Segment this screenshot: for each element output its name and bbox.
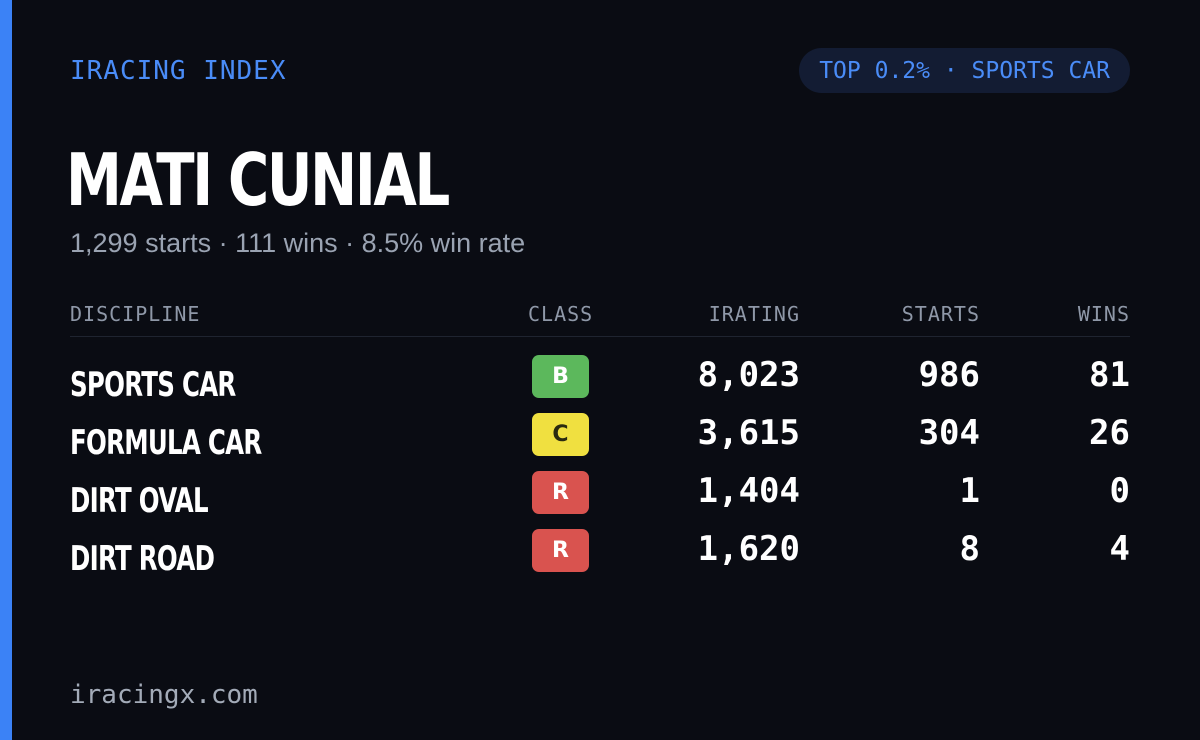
- irating-value: 1,620: [697, 529, 800, 569]
- header-discipline: DISCIPLINE: [70, 302, 201, 326]
- class-badge: R: [532, 471, 589, 514]
- starts-value: 304: [918, 413, 980, 453]
- irating-value: 3,615: [697, 413, 800, 453]
- footer-url: iracingx.com: [70, 680, 258, 710]
- accent-bar: [0, 0, 12, 740]
- irating-value: 1,404: [697, 471, 800, 511]
- table-row: DIRT OVAL R 1,404 1 0: [70, 467, 1130, 525]
- table-row: FORMULA CAR C 3,615 304 26: [70, 409, 1130, 467]
- wins-value: 26: [1089, 413, 1130, 453]
- header-irating: IRATING: [708, 302, 800, 326]
- wins-value: 81: [1089, 355, 1130, 395]
- wins-value: 4: [1109, 529, 1130, 569]
- discipline-name: FORMULA CAR: [70, 423, 262, 463]
- discipline-name: DIRT OVAL: [70, 481, 209, 521]
- table-header: DISCIPLINE CLASS IRATING STARTS WINS: [70, 296, 1130, 337]
- discipline-name: SPORTS CAR: [70, 365, 236, 405]
- table-row: DIRT ROAD R 1,620 8 4: [70, 525, 1130, 583]
- irating-value: 8,023: [697, 355, 800, 395]
- header-wins: WINS: [1077, 302, 1130, 326]
- driver-name: MATI CUNIAL: [66, 138, 450, 222]
- wins-value: 0: [1109, 471, 1130, 511]
- class-badge: B: [532, 355, 589, 398]
- table-body: SPORTS CAR B 8,023 986 81 FORMULA CAR C …: [70, 337, 1130, 583]
- class-badge: R: [532, 529, 589, 572]
- driver-summary: 1,299 starts · 111 wins · 8.5% win rate: [70, 228, 526, 258]
- rank-badge: TOP 0.2% · SPORTS CAR: [799, 48, 1130, 93]
- brand-label: IRACING INDEX: [70, 56, 287, 86]
- starts-value: 1: [959, 471, 980, 511]
- class-badge: C: [532, 413, 589, 456]
- starts-value: 986: [918, 355, 980, 395]
- header-starts: STARTS: [901, 302, 980, 326]
- starts-value: 8: [959, 529, 980, 569]
- header-class: CLASS: [528, 302, 594, 326]
- table-row: SPORTS CAR B 8,023 986 81: [70, 351, 1130, 409]
- discipline-name: DIRT ROAD: [70, 539, 215, 579]
- stats-table: DISCIPLINE CLASS IRATING STARTS WINS SPO…: [70, 296, 1130, 583]
